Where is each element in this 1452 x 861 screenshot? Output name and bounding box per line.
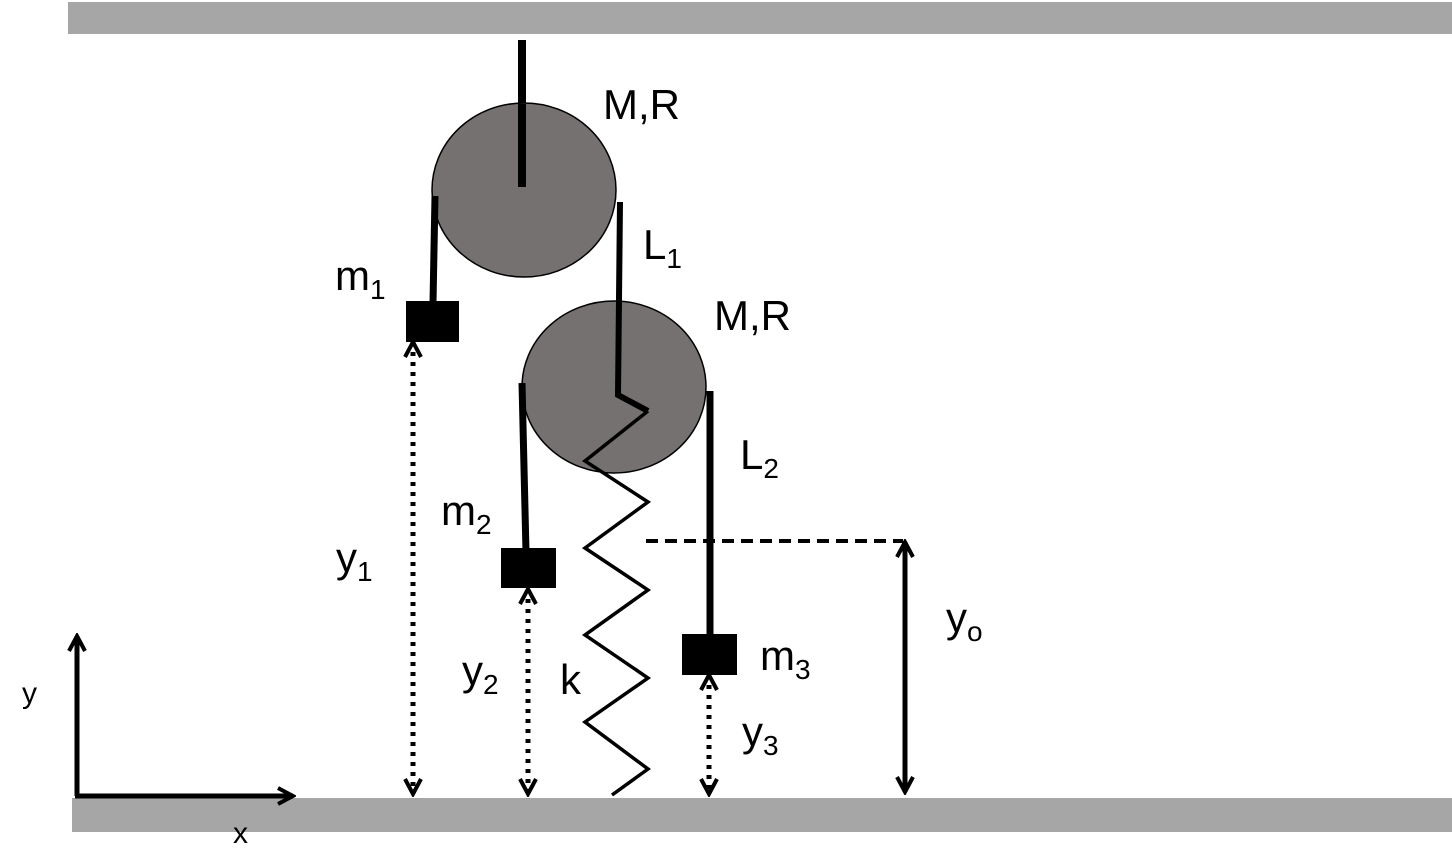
m1-label-sub: 1 xyxy=(370,274,386,305)
axis-y-label: y xyxy=(22,677,37,710)
spring-k xyxy=(581,409,652,797)
spring-k-label: k xyxy=(560,656,582,703)
y2-label: y2 xyxy=(462,647,499,700)
pulley1-label: M,R xyxy=(603,81,680,128)
m3-label-main: m xyxy=(760,632,795,679)
m2-label-main: m xyxy=(441,487,476,534)
axis-x-label: x xyxy=(233,817,248,850)
y1-label-sub: 1 xyxy=(357,556,373,587)
mass-m1 xyxy=(406,301,459,342)
pulley2-label: M,R xyxy=(714,292,791,339)
ceiling xyxy=(68,2,1452,34)
L1-label-sub: 1 xyxy=(666,243,682,274)
y1-label-main: y xyxy=(336,534,357,581)
yo-label-sub: o xyxy=(967,616,983,647)
y3-label: y3 xyxy=(742,708,779,761)
y2-label-main: y xyxy=(462,647,483,694)
m2-label-sub: 2 xyxy=(476,509,492,540)
m2-label: m2 xyxy=(441,487,492,540)
y2-label-sub: 2 xyxy=(483,669,499,700)
pulley2 xyxy=(521,300,707,474)
m3-label-sub: 3 xyxy=(795,654,811,685)
pulley1 xyxy=(431,102,617,278)
m3-label: m3 xyxy=(760,632,811,685)
y1-label: y1 xyxy=(336,534,373,587)
mass-m3 xyxy=(682,634,737,675)
m1-label: m1 xyxy=(335,252,386,305)
yo-label-main: y xyxy=(946,594,967,641)
y3-label-sub: 3 xyxy=(763,730,779,761)
mass-m2 xyxy=(501,548,556,588)
L1-label: L1 xyxy=(643,221,682,274)
m1-label-main: m xyxy=(335,252,370,299)
y3-label-main: y xyxy=(742,708,763,755)
yo-label: yo xyxy=(946,594,983,647)
floor xyxy=(72,798,1452,832)
rope-L1 xyxy=(614,201,650,414)
L2-label-main: L xyxy=(740,431,763,478)
rope-m2 xyxy=(518,382,530,553)
L2-label: L2 xyxy=(740,431,779,484)
L2-label-sub: 2 xyxy=(763,453,779,484)
rope-m1 xyxy=(429,195,439,304)
L1-label-main: L xyxy=(643,221,666,268)
